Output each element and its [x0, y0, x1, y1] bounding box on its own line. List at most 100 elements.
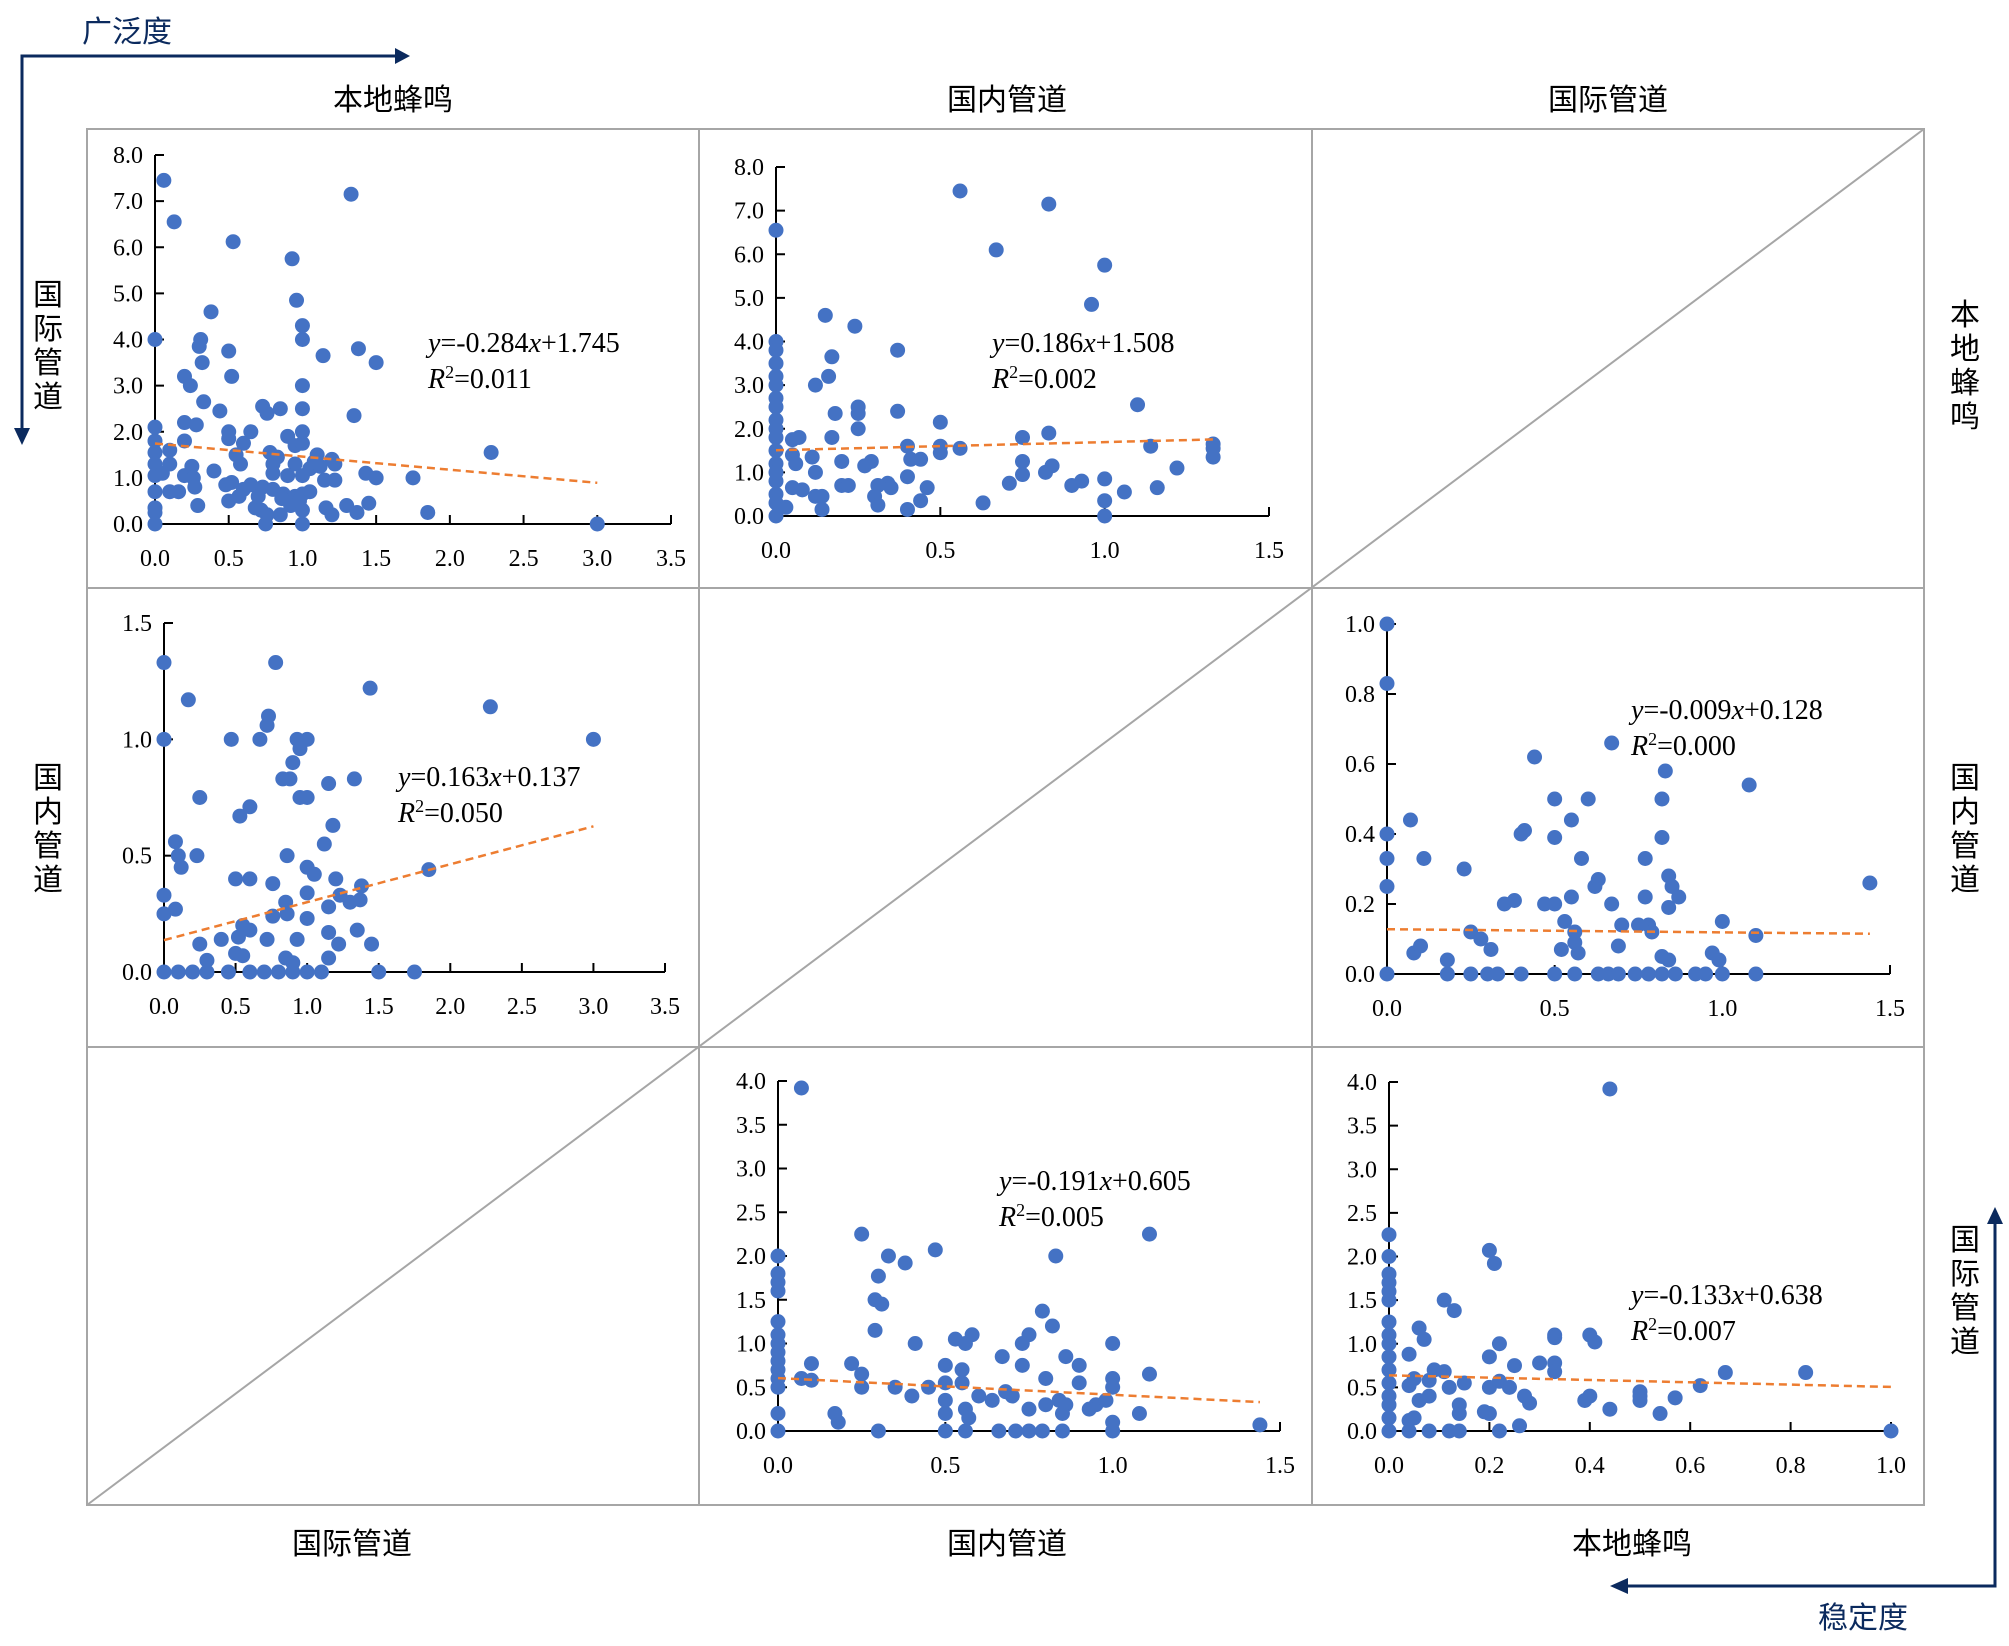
- data-point: [768, 222, 784, 238]
- data-point: [1105, 1336, 1121, 1351]
- data-point: [1748, 928, 1764, 943]
- y-tick-label: 1.5: [1347, 1288, 1377, 1314]
- x-tick-label: 1.5: [364, 994, 394, 1020]
- data-point: [166, 214, 182, 230]
- data-point: [1590, 872, 1606, 887]
- row-header-char: 道: [33, 863, 63, 898]
- data-point: [817, 307, 833, 323]
- data-point: [770, 1283, 786, 1299]
- data-point: [1632, 1392, 1648, 1408]
- y-tick-label: 1.0: [113, 466, 143, 492]
- data-point: [1141, 1226, 1157, 1242]
- matrix-frame: [86, 128, 1925, 1506]
- y-tick-label: 1.0: [1345, 612, 1375, 638]
- x-tick-label: 3.0: [578, 994, 608, 1020]
- data-point: [313, 964, 329, 980]
- data-point: [1654, 830, 1670, 845]
- data-point: [221, 431, 237, 447]
- data-point: [880, 1248, 896, 1264]
- data-point: [1143, 438, 1159, 454]
- data-point: [788, 456, 804, 472]
- data-point: [957, 1423, 973, 1439]
- data-point: [1547, 1330, 1563, 1346]
- data-point: [1604, 896, 1620, 912]
- row-header-char: 国: [33, 761, 63, 796]
- data-point: [1379, 879, 1395, 894]
- data-point: [187, 479, 203, 495]
- row-header-char: 际: [33, 312, 63, 347]
- data-point: [1149, 480, 1165, 496]
- data-point: [1038, 1371, 1054, 1386]
- data-point: [1446, 1303, 1462, 1319]
- data-point: [147, 504, 163, 520]
- data-point: [294, 424, 310, 440]
- data-point: [321, 924, 337, 940]
- data-point: [1381, 1423, 1397, 1439]
- data-point: [1553, 942, 1569, 957]
- data-point: [927, 1242, 943, 1258]
- data-point: [1252, 1417, 1268, 1433]
- data-point: [343, 186, 359, 202]
- data-point: [1402, 812, 1418, 828]
- data-point: [1627, 966, 1643, 982]
- data-point: [242, 964, 258, 980]
- row-header-char: 国: [1950, 761, 1980, 796]
- data-point: [284, 251, 300, 267]
- data-point: [224, 474, 240, 490]
- col-header-top-3: 国际管道: [1548, 83, 1668, 118]
- data-point: [1654, 966, 1670, 982]
- data-point: [988, 242, 1004, 258]
- data-point: [814, 488, 830, 504]
- data-point: [1041, 425, 1057, 441]
- data-point: [156, 655, 172, 671]
- data-point: [1015, 453, 1030, 469]
- data-point: [821, 368, 837, 384]
- data-point: [1441, 1379, 1457, 1395]
- data-point: [220, 964, 236, 980]
- data-point: [1439, 952, 1455, 968]
- data-point: [1547, 1364, 1563, 1380]
- data-point: [793, 1080, 809, 1096]
- data-point: [1516, 823, 1532, 838]
- r-squared: R2=0.000: [1630, 729, 1736, 762]
- data-point: [890, 342, 906, 358]
- y-tick-label: 4.0: [734, 330, 764, 356]
- data-point: [1563, 812, 1579, 828]
- data-point: [589, 516, 605, 532]
- data-point: [991, 1423, 1007, 1439]
- trend-equation: y=-0.191x+0.605: [996, 1166, 1191, 1197]
- data-point: [405, 470, 421, 486]
- data-point: [1038, 1397, 1054, 1413]
- data-point: [1054, 1423, 1070, 1439]
- y-tick-label: 7.0: [734, 199, 764, 225]
- data-point: [1491, 1336, 1507, 1352]
- y-tick-label: 2.0: [736, 1244, 766, 1270]
- data-point: [1547, 896, 1563, 912]
- data-point: [1602, 1081, 1618, 1097]
- data-point: [768, 473, 784, 489]
- data-point: [325, 817, 341, 833]
- data-point: [1657, 763, 1673, 779]
- data-point: [185, 964, 201, 980]
- data-point: [213, 931, 229, 947]
- data-point: [768, 342, 784, 358]
- y-tick-label: 2.5: [736, 1200, 766, 1226]
- col-header-top-1: 本地蜂鸣: [333, 83, 453, 118]
- data-point: [196, 394, 212, 410]
- r-squared: R2=0.011: [427, 362, 532, 395]
- data-point: [407, 964, 422, 980]
- breadth-arrow: [14, 48, 410, 445]
- data-point: [299, 790, 315, 805]
- data-point: [1105, 1379, 1121, 1395]
- data-point: [265, 465, 281, 481]
- data-point: [1381, 1349, 1397, 1365]
- y-tick-label: 8.0: [113, 143, 143, 169]
- data-point: [272, 401, 288, 417]
- data-point: [1714, 966, 1730, 982]
- y-tick-label: 3.0: [734, 373, 764, 399]
- data-point: [1379, 616, 1395, 632]
- data-point: [362, 680, 378, 696]
- data-point: [228, 871, 244, 887]
- x-tick-label: 1.0: [1098, 1453, 1128, 1479]
- y-tick-label: 6.0: [113, 235, 143, 261]
